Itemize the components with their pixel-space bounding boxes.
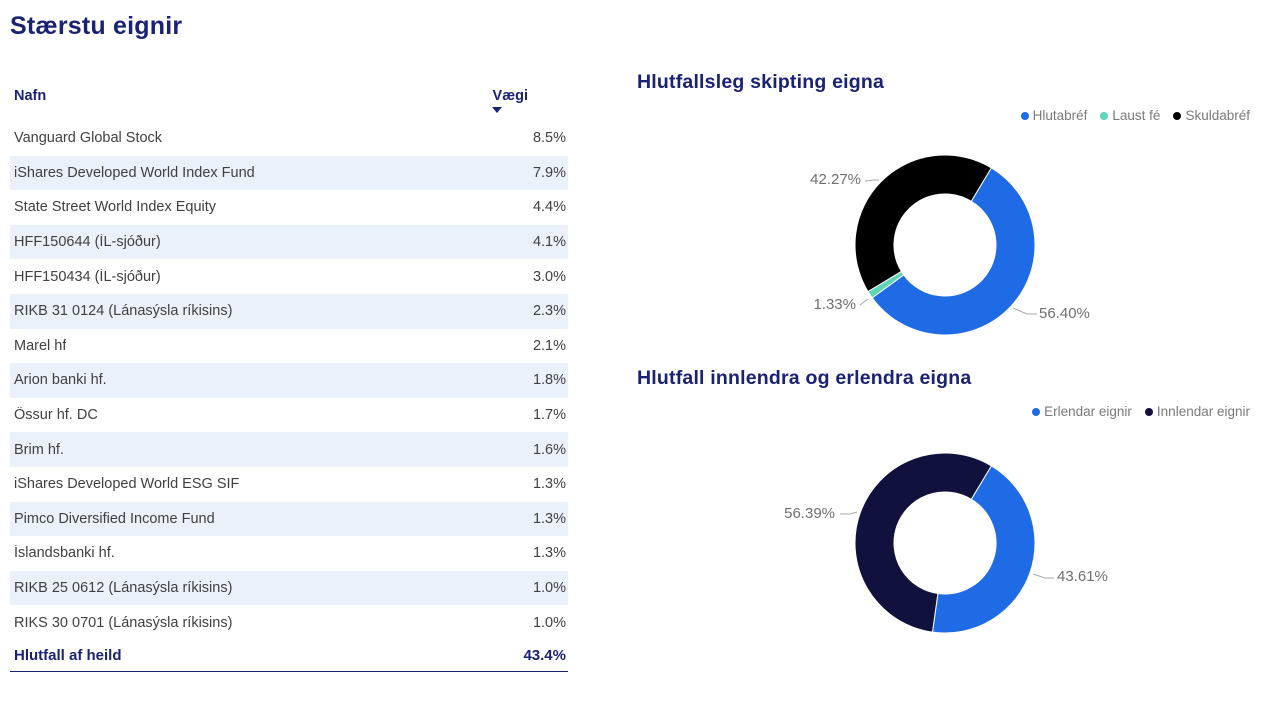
table-row[interactable]: RIKB 31 0124 (Lánasýsla ríkisins) 2.3% (10, 293, 568, 329)
sort-descending-icon (492, 107, 502, 113)
table-row[interactable]: Össur hf. DC 1.7% (10, 398, 568, 433)
asset-name: Arion banki hf. (14, 372, 107, 389)
asset-name: RIKB 31 0124 (Lánasýsla ríkisins) (14, 303, 233, 320)
asset-name: iShares Developed World ESG SIF (14, 476, 240, 493)
page-title: Stærstu eignir (10, 12, 183, 40)
legend-dot-icon (1032, 407, 1041, 416)
table-row[interactable]: Íslandsbanki hf. 1.3% (10, 536, 568, 571)
data-label: 56.39% (784, 505, 835, 522)
asset-weight: 4.4% (532, 199, 566, 216)
asset-weight: 2.1% (532, 337, 566, 354)
chart1-legend: Hlutabréf Laust fé Skuldabréf (1020, 108, 1250, 123)
legend-item[interactable]: Skuldabréf (1173, 108, 1250, 123)
legend-item[interactable]: Erlendar eignir (1032, 404, 1132, 419)
legend-label: Innlendar eignir (1156, 404, 1250, 419)
table-body: Vanguard Global Stock 8.5% iShares Devel… (10, 121, 568, 640)
legend-label: Erlendar eignir (1044, 404, 1132, 419)
asset-weight: 1.0% (532, 580, 566, 597)
asset-name: RIKS 30 0701 (Lánasýsla ríkisins) (14, 614, 233, 631)
legend-item[interactable]: Hlutabréf (1020, 108, 1088, 123)
table-header: Nafn Vægi (10, 84, 568, 121)
table-row[interactable]: RIKB 25 0612 (Lánasýsla ríkisins) 1.0% (10, 570, 568, 606)
column-header-nafn[interactable]: Nafn (14, 88, 47, 104)
label-leader-line (859, 298, 869, 306)
legend-dot-icon (1173, 111, 1182, 120)
label-leader-line (1012, 307, 1037, 315)
table-row[interactable]: Marel hf 2.1% (10, 329, 568, 364)
asset-weight: 8.5% (532, 130, 566, 147)
label-leader-line (1032, 573, 1054, 579)
chart2-title: Hlutfall innlendra og erlendra eigna (637, 367, 972, 389)
asset-name: HFF150434 (ÍL-sjóður) (14, 268, 161, 285)
legend-item[interactable]: Innlendar eignir (1144, 404, 1250, 419)
asset-weight: 1.0% (532, 614, 566, 631)
table-row[interactable]: HFF150434 (ÍL-sjóður) 3.0% (10, 259, 568, 294)
legend-item[interactable]: Laust fé (1100, 108, 1160, 123)
asset-name: Brim hf. (14, 441, 64, 458)
table-row[interactable]: iShares Developed World Index Fund 7.9% (10, 155, 568, 191)
asset-name: Íslandsbanki hf. (14, 545, 115, 562)
table-row[interactable]: Pimco Diversified Income Fund 1.3% (10, 501, 568, 537)
column-header-vaegi[interactable]: Vægi (492, 88, 528, 104)
table-row[interactable]: RIKS 30 0701 (Lánasýsla ríkisins) 1.0% (10, 605, 568, 640)
legend-dot-icon (1020, 111, 1029, 120)
legend-label: Laust fé (1112, 108, 1161, 123)
chart2-donut[interactable]: 43.61% 56.39% (780, 448, 1120, 648)
footer-value: 43.4% (523, 646, 566, 664)
asset-weight: 3.0% (532, 268, 566, 285)
legend-dot-icon (1144, 407, 1153, 416)
donut-slice[interactable] (854, 154, 993, 293)
legend-label: Hlutabréf (1032, 108, 1088, 123)
chart2-legend: Erlendar eignir Innlendar eignir (1032, 404, 1250, 419)
asset-name: State Street World Index Equity (14, 199, 217, 216)
label-leader-line (840, 511, 858, 515)
largest-assets-table: Nafn Vægi Vanguard Global Stock 8.5% iSh… (10, 84, 568, 672)
asset-weight: 2.3% (532, 303, 566, 320)
table-row[interactable]: iShares Developed World ESG SIF 1.3% (10, 467, 568, 502)
donut-slice[interactable] (931, 465, 1036, 634)
legend-dot-icon (1100, 111, 1109, 120)
data-label: 1.33% (813, 296, 856, 313)
label-leader-line (864, 179, 879, 182)
asset-weight: 4.1% (532, 234, 566, 251)
data-label: 42.27% (810, 171, 861, 188)
data-label: 56.40% (1039, 305, 1090, 322)
table-row[interactable]: HFF150644 (ÍL-sjóður) 4.1% (10, 224, 568, 260)
asset-name: Marel hf (14, 337, 67, 354)
asset-weight: 1.7% (532, 407, 566, 424)
asset-name: HFF150644 (ÍL-sjóður) (14, 234, 161, 251)
table-row[interactable]: Brim hf. 1.6% (10, 432, 568, 467)
asset-name: Vanguard Global Stock (14, 130, 163, 147)
table-row[interactable]: Arion banki hf. 1.8% (10, 363, 568, 398)
asset-name: iShares Developed World Index Fund (14, 164, 255, 181)
donut-slice[interactable] (854, 452, 993, 633)
asset-weight: 7.9% (532, 164, 566, 181)
table-footer-row: Hlutfall af heild 43.4% (10, 640, 568, 672)
table-row[interactable]: Vanguard Global Stock 8.5% (10, 121, 568, 156)
asset-weight: 1.8% (532, 372, 566, 389)
chart1-title: Hlutfallsleg skipting eigna (637, 71, 885, 93)
asset-weight: 1.3% (532, 510, 566, 527)
donut-slice[interactable] (871, 167, 1036, 336)
asset-name: Össur hf. DC (14, 407, 98, 424)
chart1-donut[interactable]: 56.40% 1.33% 42.27% (780, 150, 1120, 350)
asset-weight: 1.3% (532, 476, 566, 493)
asset-name: Pimco Diversified Income Fund (14, 510, 215, 527)
footer-label: Hlutfall af heild (14, 646, 122, 664)
asset-weight: 1.6% (532, 441, 566, 458)
data-label: 43.61% (1057, 568, 1108, 585)
asset-name: RIKB 25 0612 (Lánasýsla ríkisins) (14, 580, 233, 597)
table-row[interactable]: State Street World Index Equity 4.4% (10, 190, 568, 225)
asset-weight: 1.3% (532, 545, 566, 562)
legend-label: Skuldabréf (1185, 108, 1250, 123)
